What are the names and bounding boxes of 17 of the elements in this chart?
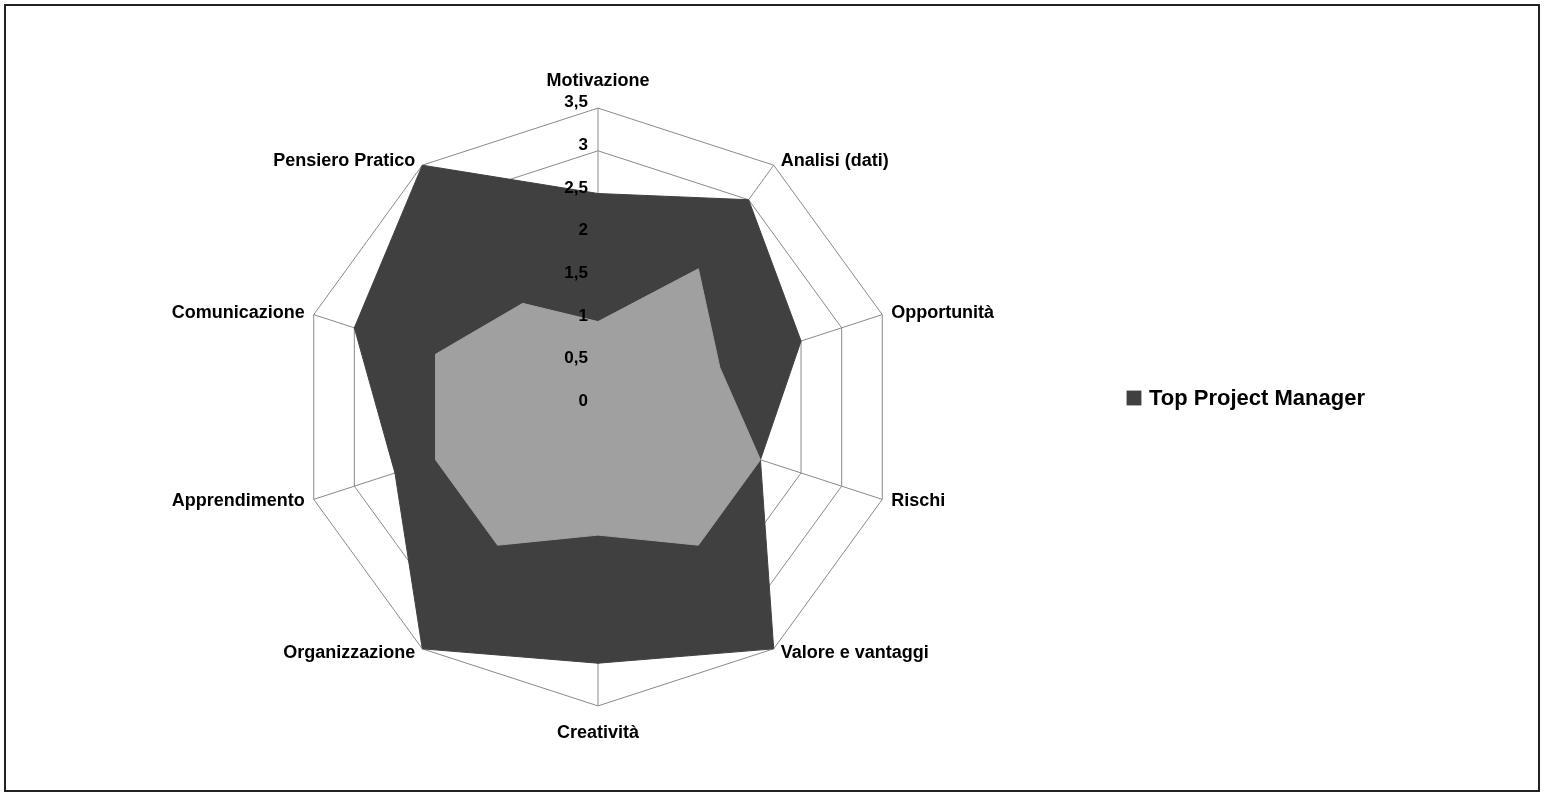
spoke-label: Organizzazione: [283, 641, 416, 662]
y-tick-label: 1,5: [564, 262, 588, 282]
spoke-label: Valore e vantaggi: [780, 641, 929, 662]
y-tick-label: 3,5: [564, 92, 588, 112]
y-tick-label: 2: [578, 220, 588, 240]
spoke-label: Motivazione: [546, 69, 650, 90]
y-tick-label: 0,5: [564, 348, 588, 368]
spoke-label: Pensiero Pratico: [273, 150, 416, 171]
y-tick-label: 3: [578, 134, 588, 154]
spoke-label: Analisi (dati): [780, 150, 889, 171]
spoke-label: Apprendimento: [171, 489, 305, 510]
spoke-label: Rischi: [891, 489, 946, 510]
legend-label: Top Project Manager: [1149, 385, 1366, 410]
spoke-label: Comunicazione: [171, 302, 305, 323]
spoke-label: Opportunità: [891, 302, 996, 323]
y-tick-label: 0: [578, 391, 588, 410]
spoke-label: Creatività: [556, 722, 640, 743]
